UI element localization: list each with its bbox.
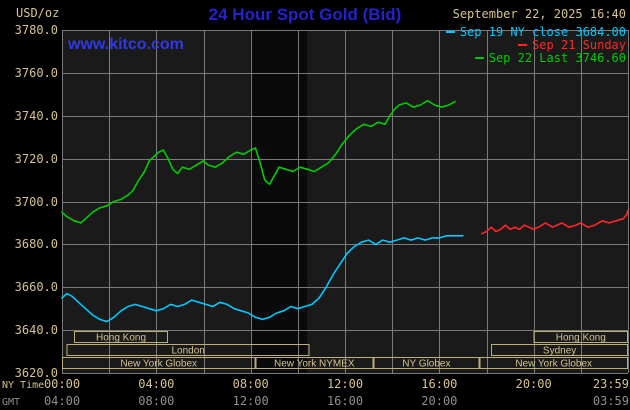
legend-item: Sep 22 Last 3746.60 xyxy=(446,50,626,65)
market-session-box xyxy=(73,331,169,343)
ny-time-axis-label: NY Time xyxy=(2,380,45,391)
market-session-box xyxy=(255,357,374,369)
legend: Sep 19 NY close 3684.00 Sep 21 Sunday Sep … xyxy=(445,24,626,65)
gmt-axis-label: GMT xyxy=(2,397,21,408)
market-session-box xyxy=(479,357,628,369)
legend-item-label: Sep 22 Last 3746.60 xyxy=(488,50,626,65)
market-session-label: NY Globex xyxy=(402,359,450,370)
legend-item-label: Sep 19 NY close 3684.00 xyxy=(459,24,626,39)
legend-color-dash-icon xyxy=(518,43,528,46)
series-line-sep21 xyxy=(480,209,629,235)
market-session-label: London xyxy=(172,346,205,357)
chart-title: 24 Hour Spot Gold (Bid) xyxy=(208,5,402,24)
market-session-box xyxy=(66,344,310,356)
y-axis-units-label: USD/oz xyxy=(16,6,60,20)
market-session-label: New York Globex xyxy=(515,359,592,370)
market-session-label: New York NYMEX xyxy=(274,359,355,370)
market-session-label: New York Globex xyxy=(120,359,197,370)
market-session-label: Hong Kong xyxy=(556,333,606,344)
legend-item: Sep 21 Sunday xyxy=(446,37,626,52)
series-line-sep19 xyxy=(61,235,464,323)
dark-session-band xyxy=(250,30,308,373)
market-session-box xyxy=(491,344,629,356)
series-line-sep22 xyxy=(61,99,456,224)
market-session-label: Sydney xyxy=(543,346,576,357)
legend-color-dash-icon xyxy=(445,30,455,33)
market-session-box xyxy=(373,357,480,369)
market-session-box xyxy=(62,357,256,369)
legend-item-label: Sep 21 Sunday xyxy=(532,37,626,52)
market-session-box xyxy=(533,331,629,343)
kitco-link[interactable]: www.kitco.com xyxy=(68,36,184,53)
market-session-label: Hong Kong xyxy=(96,333,146,344)
legend-item: Sep 19 NY close 3684.00 xyxy=(445,24,626,39)
chart-datetime: September 22, 2025 16:40 xyxy=(452,7,626,21)
legend-color-dash-icon xyxy=(474,56,484,59)
